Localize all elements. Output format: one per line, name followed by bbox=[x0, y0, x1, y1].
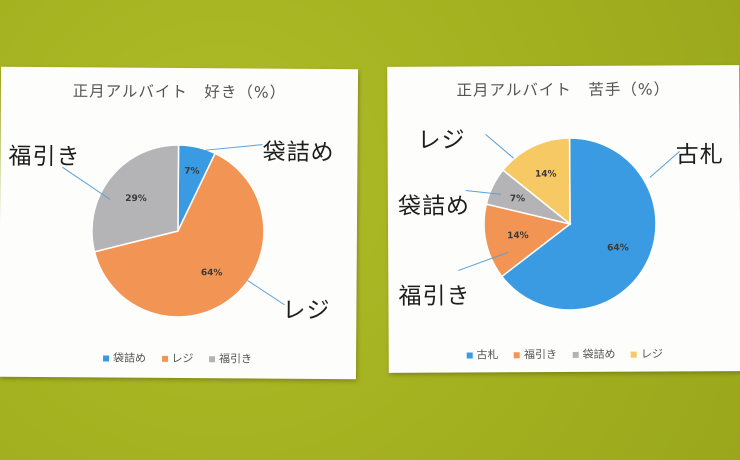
legend-swatch bbox=[209, 356, 216, 363]
legend-swatch bbox=[513, 352, 520, 359]
legend-label: 袋詰め bbox=[582, 347, 616, 361]
pie-chart-dislikes: 64% 14% 7% 14% bbox=[458, 134, 680, 311]
pie-slice bbox=[91, 144, 180, 253]
handwritten-label: 福引き bbox=[8, 143, 81, 171]
chart-card-dislikes: 正月アルバイト 苦手（%） 64% 14% 7% 14% 古札 福引き 袋詰め レジ … bbox=[387, 65, 740, 373]
legend-item: 福引き bbox=[209, 350, 252, 366]
pie-chart-likes: 7% 64% 29% bbox=[62, 144, 285, 318]
handwritten-label: レジ bbox=[417, 127, 466, 154]
legend-swatch bbox=[630, 351, 637, 358]
slice-value-label: 64% bbox=[201, 268, 223, 278]
slice-value-label: 14% bbox=[535, 170, 557, 180]
legend-label: 福引き bbox=[219, 352, 253, 366]
handwritten-label: 福引き bbox=[398, 283, 471, 310]
legend-item: 袋詰め bbox=[572, 346, 615, 362]
pie-slice bbox=[483, 203, 572, 278]
leader-line bbox=[465, 190, 501, 195]
handwritten-label: 袋詰め bbox=[262, 139, 335, 167]
legend-item: 袋詰め bbox=[103, 349, 146, 365]
pie-slice bbox=[500, 137, 657, 311]
handwritten-label: 古札 bbox=[675, 142, 724, 169]
legend-item: レジ bbox=[630, 345, 663, 361]
pie-slice bbox=[93, 152, 265, 318]
handwritten-label: レジ bbox=[282, 297, 331, 325]
slice-value-label: 7% bbox=[510, 194, 525, 204]
leader-line bbox=[649, 151, 680, 178]
legend-label: 福引き bbox=[523, 348, 557, 362]
leader-line bbox=[247, 280, 285, 306]
legend: 袋詰め レジ 福引き bbox=[0, 349, 356, 367]
leader-line bbox=[205, 144, 263, 151]
slice-value-label: 7% bbox=[184, 167, 199, 177]
leader-line bbox=[458, 251, 509, 272]
legend-item: 福引き bbox=[513, 346, 557, 362]
legend-item: 古札 bbox=[466, 346, 498, 362]
slice-value-label: 14% bbox=[507, 231, 529, 241]
legend-swatch bbox=[103, 355, 110, 362]
pie-slice bbox=[501, 137, 571, 226]
slice-value-label: 64% bbox=[607, 243, 629, 253]
legend-label: レジ bbox=[640, 347, 663, 361]
legend-swatch bbox=[466, 352, 473, 359]
legend-label: 古札 bbox=[476, 348, 499, 362]
legend-swatch bbox=[161, 355, 168, 362]
leader-line bbox=[62, 166, 111, 200]
chart-card-likes: 正月アルバイト 好き（%） 7% 64% 29% 袋詰め レジ 福引き 袋詰め レジ… bbox=[0, 66, 359, 380]
leader-line bbox=[485, 134, 515, 159]
slice-value-label: 29% bbox=[125, 194, 147, 204]
legend-label: レジ bbox=[171, 351, 194, 366]
legend: 古札 福引き 袋詰め レジ bbox=[389, 345, 740, 363]
handwritten-label: 袋詰め bbox=[397, 193, 471, 220]
legend-swatch bbox=[572, 351, 579, 358]
legend-label: 袋詰め bbox=[113, 351, 147, 365]
legend-item: レジ bbox=[161, 350, 194, 366]
